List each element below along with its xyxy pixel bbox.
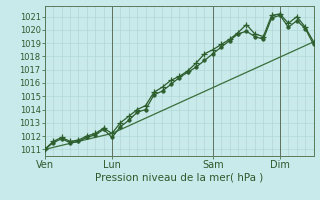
X-axis label: Pression niveau de la mer( hPa ): Pression niveau de la mer( hPa ) (95, 173, 263, 183)
